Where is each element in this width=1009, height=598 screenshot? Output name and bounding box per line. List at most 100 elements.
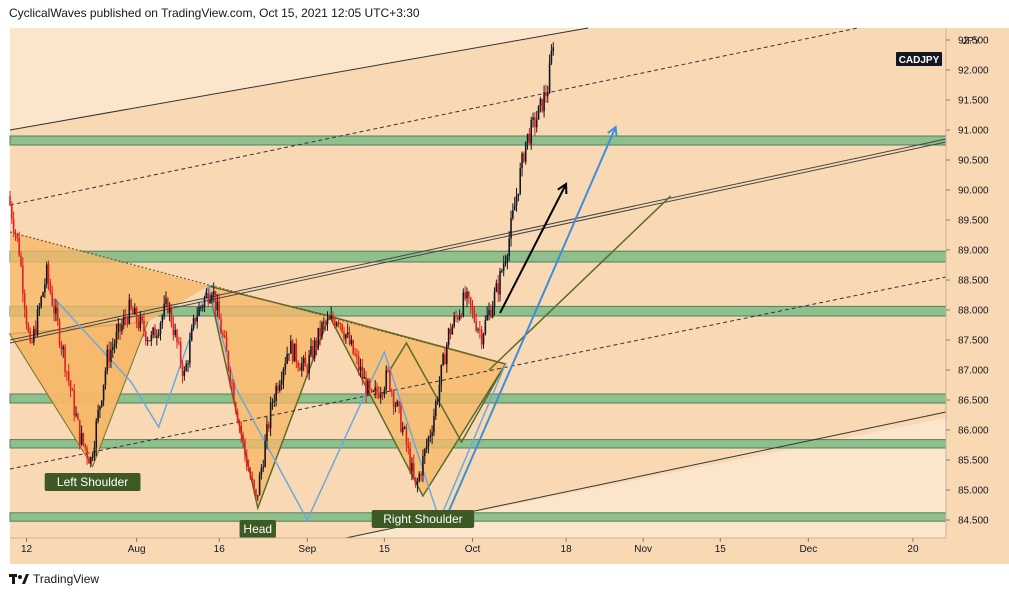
bullish-candle [128,299,131,324]
bearish-candle [523,153,525,162]
bullish-candle [89,457,92,464]
bearish-candle [299,367,301,371]
bearish-candle [22,265,24,294]
bullish-candle [394,405,397,407]
bullish-candle [346,332,349,335]
bearish-candle [475,321,477,331]
bearish-candle [387,370,389,372]
tradingview-logo-icon [9,574,29,584]
bearish-candle [137,322,140,329]
bullish-candle [266,424,268,442]
bullish-candle [363,377,366,379]
pattern-label-text: Left Shoulder [57,475,128,489]
bearish-candle [229,369,232,384]
bearish-candle [225,337,228,352]
bearish-candle [9,196,11,206]
bullish-candle [484,320,487,334]
bearish-candle [337,322,340,324]
bullish-candle [436,400,439,402]
bullish-candle [548,63,551,94]
price-axis[interactable]: 92.500 92.000 91.500 91.000 90.500 90.000 89.5… [946,36,989,527]
footer: TradingView [9,572,99,586]
bearish-candle [181,363,184,376]
bullish-candle [190,328,193,341]
price-tick-label: 92.500 [958,36,989,47]
bearish-candle [249,470,252,479]
bullish-candle [168,307,171,313]
bullish-candle [102,384,105,401]
bullish-candle [200,306,202,308]
time-tick-label: Nov [634,544,652,555]
bearish-candle [179,342,182,364]
bearish-candle [231,383,233,385]
bullish-candle [33,328,35,343]
symbol-tag: CADJPY [896,52,942,66]
bullish-candle [482,333,485,345]
upper-dashed-channel [9,27,859,206]
bearish-candle [390,390,393,392]
bullish-candle [504,261,507,264]
bullish-candle [462,292,465,316]
bearish-candle [176,329,178,343]
bullish-candle [433,416,435,433]
bullish-candle [122,316,125,325]
pattern-label-box [44,473,141,491]
bearish-candle [227,351,230,370]
bullish-candle [256,495,259,497]
bullish-candle [163,303,165,317]
bullish-candle [440,364,443,385]
price-tick-label: 87.000 [958,366,989,377]
bullish-candle [517,193,520,197]
bearish-candle [357,356,360,371]
bearish-candle [332,315,334,321]
bearish-candle [471,306,474,311]
pattern-labels: Left Shoulder Head Right Shoulder [44,473,475,538]
bearish-candle [319,327,321,337]
time-tick-label: Dec [799,544,817,555]
time-axis[interactable]: 12 Aug 16 Sep 15 Oct 18 Nov 15 Dec 20 [21,538,919,555]
bearish-candle [407,444,410,449]
projection-arrow-blue [444,126,617,521]
price-tick-label: 87.500 [958,336,989,347]
bullish-candle [486,314,488,321]
bullish-candle [110,350,112,362]
bullish-candle [535,119,538,128]
bullish-candle [313,340,316,359]
bearish-candle [53,305,55,314]
bullish-candle [416,480,419,485]
price-tick-label: 88.000 [958,306,989,317]
bearish-candle [339,322,342,325]
bearish-candle [528,133,531,144]
bearish-candle [234,402,237,412]
bullish-candle [550,50,553,64]
bullish-candle [161,316,164,324]
bearish-candle [132,308,134,315]
bearish-candle [66,371,68,373]
bearish-candle [381,394,384,396]
bullish-candle [379,394,382,398]
price-axis-background [946,28,1009,538]
bearish-candle [167,298,169,313]
bearish-candle [64,347,66,372]
bullish-candle [282,369,285,381]
bearish-candle [23,293,26,309]
bullish-candle [374,387,377,392]
bearish-candle [222,333,224,336]
head-triangle [207,284,331,511]
bullish-candle [335,322,338,327]
bearish-candle [376,387,378,393]
bearish-candle [27,324,30,332]
trend-lines [9,27,947,539]
bearish-candle [378,392,380,398]
projection-arrow-black-head [557,182,568,195]
bearish-candle [328,318,331,320]
time-tick-label: Sep [298,544,316,555]
bearish-candle [315,340,318,348]
price-tick-label: 84.500 [958,516,989,527]
bullish-candle [499,271,501,295]
price-tick-label: 89.500 [958,216,989,227]
bullish-candle [156,335,158,338]
candles [9,42,555,501]
bullish-candle [93,447,96,457]
